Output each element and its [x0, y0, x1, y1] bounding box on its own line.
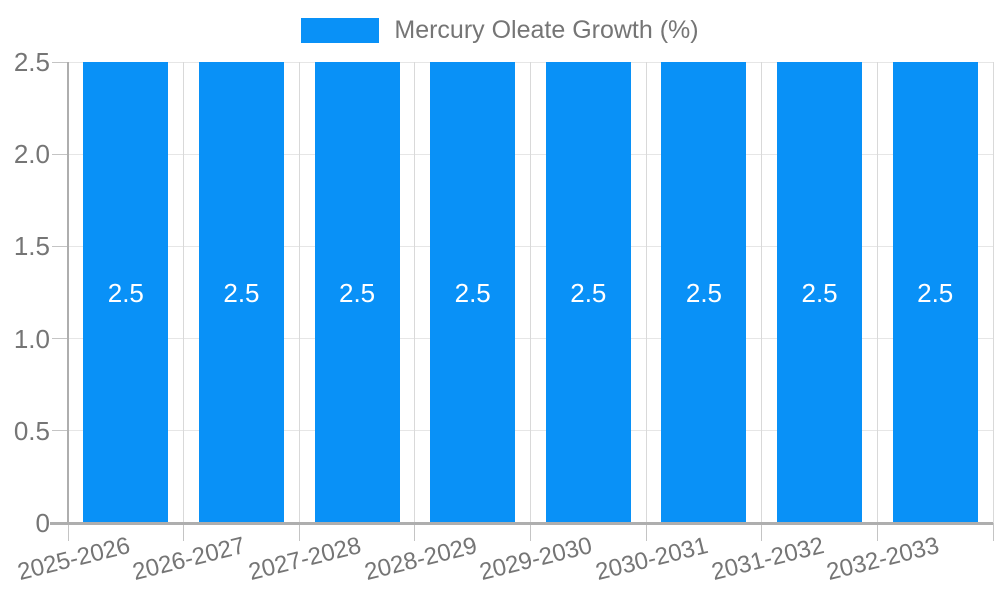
x-gridline — [761, 62, 763, 523]
y-axis-label: 2.5 — [13, 47, 50, 77]
y-tick — [52, 430, 68, 432]
bar[interactable] — [430, 62, 516, 523]
x-gridline — [992, 62, 994, 523]
x-tick — [298, 523, 300, 541]
chart-legend: Mercury Oleate Growth (%) — [0, 16, 1000, 45]
x-gridline — [876, 62, 878, 523]
legend-item[interactable]: Mercury Oleate Growth (%) — [301, 16, 699, 45]
bar-value-label: 2.5 — [454, 277, 491, 308]
x-tick — [992, 523, 994, 541]
y-axis-label: 0.5 — [13, 415, 50, 446]
x-gridline — [530, 62, 531, 523]
x-tick — [761, 523, 763, 541]
x-tick — [67, 523, 69, 541]
x-gridline — [645, 62, 647, 523]
bar-value-label: 2.5 — [801, 277, 838, 308]
x-tick — [530, 523, 531, 541]
legend-swatch-icon — [301, 18, 380, 43]
x-tick — [414, 523, 416, 541]
bar-value-label: 2.5 — [570, 277, 607, 308]
bar-value-label: 2.5 — [917, 277, 954, 308]
legend-label: Mercury Oleate Growth (%) — [394, 16, 699, 44]
bar[interactable] — [892, 62, 978, 523]
x-axis-line — [50, 522, 993, 525]
y-tick — [52, 61, 68, 63]
bar-value-label: 2.5 — [338, 277, 376, 308]
bar[interactable] — [545, 62, 631, 523]
y-tick — [52, 245, 68, 247]
bar[interactable] — [198, 62, 284, 523]
x-tick — [876, 523, 878, 541]
bar[interactable] — [661, 62, 747, 523]
y-axis-label: 0 — [35, 508, 50, 538]
bar-value-label: 2.5 — [685, 277, 723, 308]
y-axis-line — [67, 62, 69, 523]
y-axis-label: 1.5 — [13, 231, 50, 262]
bar[interactable] — [777, 62, 863, 523]
bar-value-label: 2.5 — [223, 277, 260, 308]
x-tick — [645, 523, 647, 541]
y-tick — [52, 338, 68, 340]
x-gridline — [298, 62, 300, 523]
y-tick — [52, 153, 68, 155]
y-axis-label: 1.0 — [13, 323, 50, 354]
bar-value-label: 2.5 — [107, 277, 144, 308]
x-gridline — [183, 62, 185, 523]
bar[interactable] — [314, 62, 400, 523]
y-axis-label: 2.0 — [13, 139, 50, 170]
bar[interactable] — [83, 62, 169, 523]
x-gridline — [414, 62, 416, 523]
x-tick — [183, 523, 185, 541]
